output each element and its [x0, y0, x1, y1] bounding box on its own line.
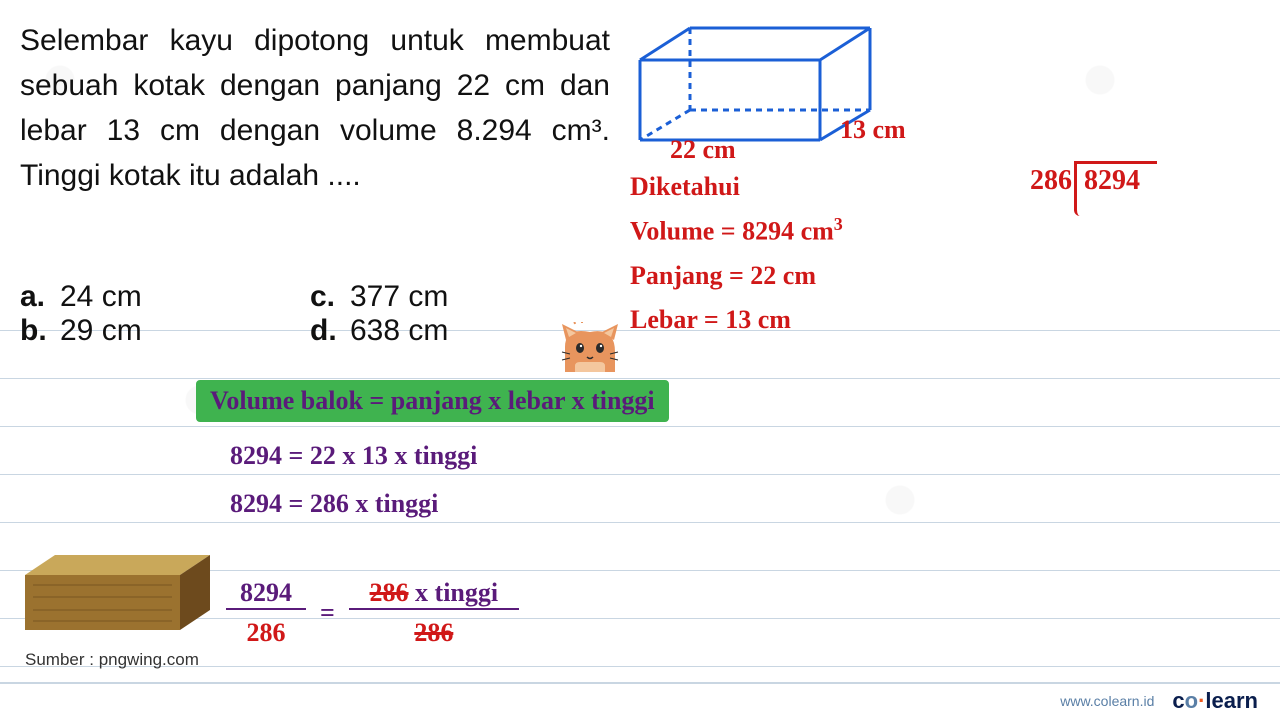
dividend: 8294: [1072, 165, 1140, 197]
option-b: b. 29 cm: [20, 314, 310, 348]
cuboid-length-label: 22 cm: [670, 135, 736, 165]
known-title: Diketahui: [630, 165, 843, 209]
option-b-text: 29 cm: [60, 314, 142, 348]
fraction-step: 8294 286 = 286 x tinggi 286: [226, 578, 519, 648]
footer-url: www.colearn.id: [1060, 693, 1154, 709]
colearn-logo: co·learn: [1172, 688, 1258, 714]
option-d-letter: d.: [310, 314, 350, 348]
wood-block-image: [25, 555, 210, 633]
cat-mascot-icon: [560, 322, 620, 372]
known-length: Panjang = 22 cm: [630, 254, 843, 298]
option-d: d. 638 cm: [310, 314, 600, 348]
frac-denominator-2: 286: [414, 610, 453, 648]
work-line-1: 8294 = 22 x 13 x tinggi: [230, 432, 477, 480]
divisor: 286: [1030, 165, 1072, 197]
equals-sign: =: [320, 598, 335, 628]
option-b-letter: b.: [20, 314, 60, 348]
working-steps: 8294 = 22 x 13 x tinggi 8294 = 286 x tin…: [230, 432, 477, 528]
option-a: a. 24 cm: [20, 280, 310, 314]
option-d-text: 638 cm: [350, 314, 448, 348]
given-values: Diketahui Volume = 8294 cm3 Panjang = 22…: [630, 165, 843, 342]
frac-numerator-1: 8294: [236, 578, 296, 608]
option-a-letter: a.: [20, 280, 60, 314]
image-source: Sumber : pngwing.com: [25, 650, 199, 670]
option-c-letter: c.: [310, 280, 350, 314]
known-width: Lebar = 13 cm: [630, 298, 843, 342]
work-line-2: 8294 = 286 x tinggi: [230, 480, 477, 528]
option-a-text: 24 cm: [60, 280, 142, 314]
frac-numerator-2: 286 x tinggi: [370, 578, 499, 608]
known-volume: Volume = 8294 cm3: [630, 209, 843, 254]
long-division: 286 8294: [1030, 165, 1140, 197]
frac-denominator-1: 286: [247, 610, 286, 648]
option-c-text: 377 cm: [350, 280, 448, 314]
option-c: c. 377 cm: [310, 280, 600, 314]
formula-highlight: Volume balok = panjang x lebar x tinggi: [196, 380, 669, 422]
cuboid-width-label: 13 cm: [840, 115, 906, 145]
question-text: Selembar kayu dipotong untuk membuat seb…: [20, 18, 610, 198]
answer-options: a. 24 cm c. 377 cm b. 29 cm d. 638 cm: [20, 280, 600, 348]
footer: www.colearn.id co·learn: [0, 682, 1280, 714]
